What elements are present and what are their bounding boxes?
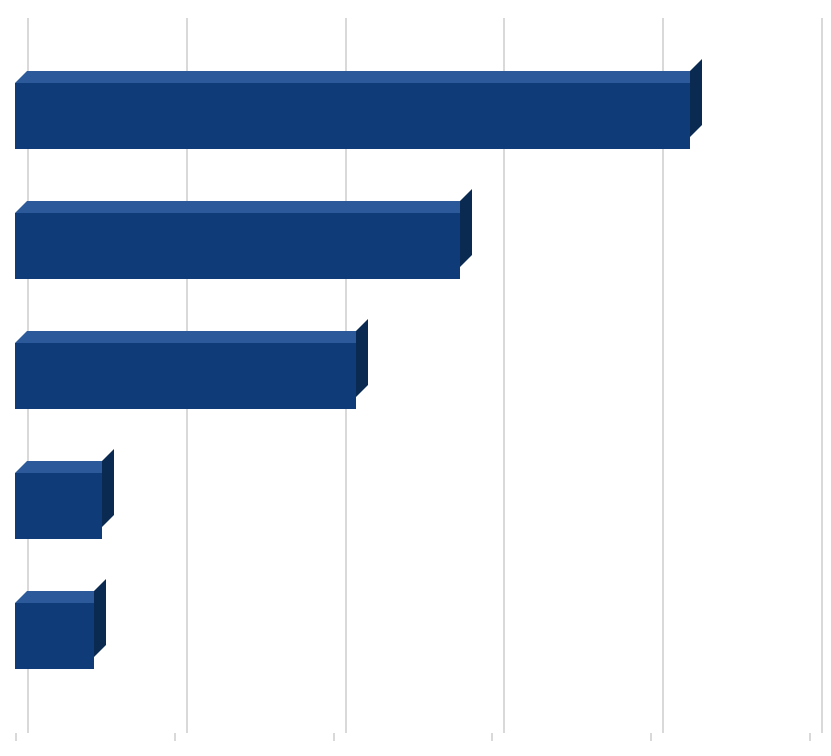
- bar-end-face: [102, 449, 114, 527]
- x-tick: [15, 733, 17, 741]
- bar-end-face: [356, 319, 368, 397]
- bar-top-face: [15, 591, 106, 603]
- bar: [15, 343, 368, 409]
- gridline: [821, 18, 823, 733]
- horizontal-bar-chart: [0, 0, 831, 756]
- bar-top-face: [15, 71, 702, 83]
- x-tick: [333, 733, 335, 741]
- bar-top-face: [15, 461, 114, 473]
- bar-front-face: [15, 83, 690, 149]
- bar-front-face: [15, 343, 356, 409]
- bar-end-face: [94, 579, 106, 657]
- x-tick: [174, 733, 176, 741]
- bar: [15, 83, 702, 149]
- bar-front-face: [15, 473, 102, 539]
- plot-area: [15, 18, 821, 733]
- bar: [15, 213, 472, 279]
- x-tick: [650, 733, 652, 741]
- bar: [15, 473, 114, 539]
- bar: [15, 603, 106, 669]
- bar-front-face: [15, 603, 94, 669]
- bar-end-face: [690, 59, 702, 137]
- bar-front-face: [15, 213, 460, 279]
- x-tick: [809, 733, 811, 741]
- bar-end-face: [460, 189, 472, 267]
- x-tick: [491, 733, 493, 741]
- bar-top-face: [15, 201, 472, 213]
- bar-top-face: [15, 331, 368, 343]
